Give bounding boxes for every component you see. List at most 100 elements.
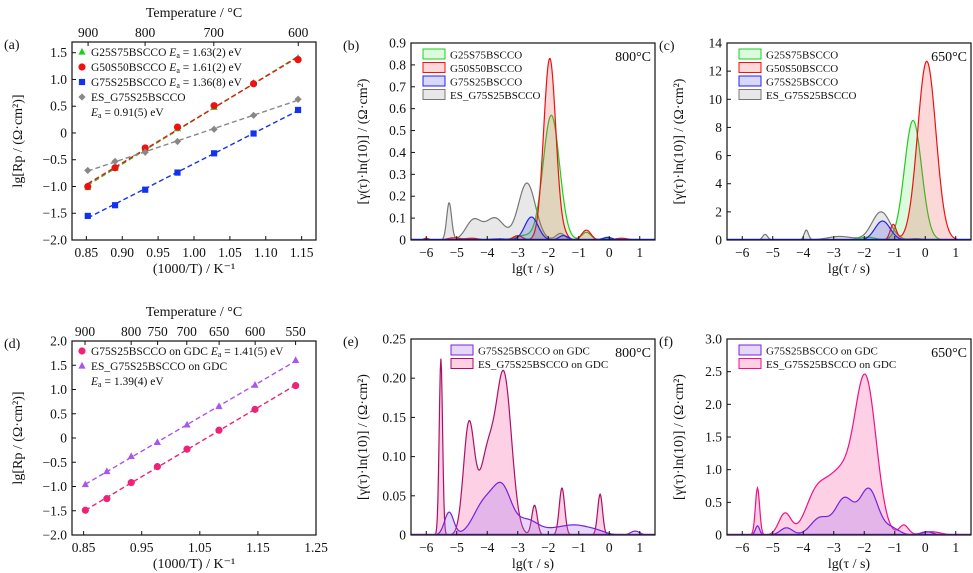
fit-line — [87, 109, 299, 219]
y-tick-label: 1.5 — [50, 358, 67, 373]
x-tick-label: 0.95 — [146, 245, 170, 260]
data-point — [84, 166, 92, 175]
area-fill-g50s50bscco — [727, 61, 971, 240]
data-point — [111, 164, 119, 172]
area-line-g50s50bscco — [727, 60, 971, 240]
y-tick-label: −2.0 — [43, 233, 68, 248]
data-point — [292, 356, 300, 363]
x-tick-label: −5 — [450, 540, 465, 555]
legend-label: ES_G75S25BSCCO — [766, 90, 857, 102]
data-point — [127, 479, 135, 487]
data-point — [153, 438, 161, 445]
data-point — [294, 95, 302, 103]
top-x-tick-label: 700 — [177, 324, 198, 339]
x-axis-label: lg(τ / s) — [828, 262, 871, 277]
y-tick-label: 1.5 — [50, 45, 67, 60]
legend-label: G75S25BSCCO on GDC — [478, 346, 590, 358]
x-tick-label: 1.15 — [290, 245, 314, 260]
fit-line — [85, 384, 297, 511]
legend-item: ES_G75S25BSCCO — [738, 89, 857, 102]
y-tick-label: 0.6 — [389, 101, 406, 116]
x-tick-label: 1.05 — [218, 245, 242, 260]
plot-area — [411, 57, 655, 240]
data-point — [210, 125, 218, 133]
data-point — [127, 452, 135, 460]
y-tick-label: 4 — [715, 176, 722, 191]
panel-label: (d) — [4, 337, 21, 352]
legend-entry: G50S50BSCCO Ea = 1.61(2) eV — [91, 62, 243, 75]
x-tick-label: 1.25 — [304, 540, 328, 555]
y-tick-label: −1.5 — [43, 503, 68, 518]
y-tick-label: 2.5 — [705, 364, 722, 379]
data-point — [142, 186, 149, 193]
data-point — [78, 78, 86, 86]
top-x-tick-label: 650 — [209, 324, 230, 339]
series-es-g75s25bscco — [84, 95, 302, 175]
legend-swatch — [422, 75, 446, 87]
y-tick-label: −2.0 — [43, 528, 68, 543]
data-point — [84, 212, 91, 220]
x-tick-label: −3 — [827, 245, 842, 260]
series-g75s25bscco — [84, 106, 302, 220]
data-point — [251, 405, 259, 413]
y-tick-label: 0.4 — [389, 145, 406, 160]
legend-swatch — [738, 48, 762, 60]
area-fill-es-g75s25bscco-on-gdc — [727, 374, 971, 535]
top-x-tick-label: 900 — [78, 25, 99, 40]
legend-label: G75S25BSCCO — [450, 77, 522, 89]
panel-label: (e) — [343, 335, 359, 350]
x-axis-label: lg(τ / s) — [512, 262, 555, 277]
y-tick-label: 0.9 — [389, 36, 406, 51]
data-point — [183, 445, 191, 453]
legend-item: G25S75BSCCO — [422, 48, 522, 62]
x-tick-label: 1.15 — [246, 540, 270, 555]
y-tick-label: 0 — [399, 233, 406, 248]
y-axis-label: [γ(τ)·ln(10)] / (Ω·cm²) — [672, 78, 687, 204]
top-x-tick-label: 550 — [285, 324, 306, 339]
x-tick-label: −5 — [766, 245, 781, 260]
fit-line — [85, 360, 297, 485]
x-axis-label: lg(τ / s) — [828, 557, 871, 572]
legend-label: ES_G75S25BSCCO on GDC — [766, 359, 896, 371]
x-tick-label: −1 — [572, 540, 586, 555]
y-tick-label: 14 — [709, 36, 723, 51]
y-tick-label: 0.3 — [389, 167, 406, 182]
x-tick-label: −6 — [419, 540, 434, 555]
legend-swatch — [422, 89, 446, 100]
x-tick-label: 0 — [922, 245, 929, 260]
top-x-tick-label: 750 — [147, 324, 168, 339]
x-tick-label: 0 — [922, 540, 929, 555]
y-tick-label: −1.0 — [43, 479, 68, 494]
data-point — [250, 130, 257, 137]
area-fill-es-g75s25bscco-on-gdc — [411, 358, 655, 535]
data-point — [78, 47, 86, 55]
y-tick-label: 0.1 — [389, 211, 406, 226]
data-point — [78, 63, 86, 71]
legend-swatch — [738, 344, 762, 356]
legend-swatch — [450, 344, 474, 356]
x-tick-label: −5 — [766, 540, 781, 555]
data-point — [183, 420, 191, 428]
data-point — [294, 106, 302, 114]
x-tick-label: 0 — [606, 540, 613, 555]
top-x-tick-label: 700 — [204, 25, 225, 40]
plot-area — [727, 373, 971, 535]
data-point — [153, 463, 161, 471]
data-point — [78, 347, 86, 355]
y-tick-label: 12 — [709, 64, 723, 79]
y-tick-label: 2 — [715, 204, 722, 219]
legend-entry: G75S25BSCCO on GDC Ea = 1.41(5) eV — [91, 346, 284, 359]
legend-label: G75S25BSCCO — [766, 77, 838, 89]
legend-entry: ES_G75S25BSCCO on GDC — [91, 361, 227, 373]
legend-label: G50S50BSCCO — [450, 63, 522, 75]
x-tick-label: −1 — [888, 245, 902, 260]
x-tick-label: −2 — [857, 540, 871, 555]
top-x-tick-label: 600 — [288, 25, 309, 40]
legend-item: ES_G75S25BSCCO on GDC — [738, 358, 896, 371]
x-tick-label: −6 — [735, 245, 750, 260]
legend-item: G50S50BSCCO — [422, 62, 522, 75]
legend-swatch — [738, 75, 762, 87]
y-tick-label: 3.0 — [705, 332, 722, 347]
